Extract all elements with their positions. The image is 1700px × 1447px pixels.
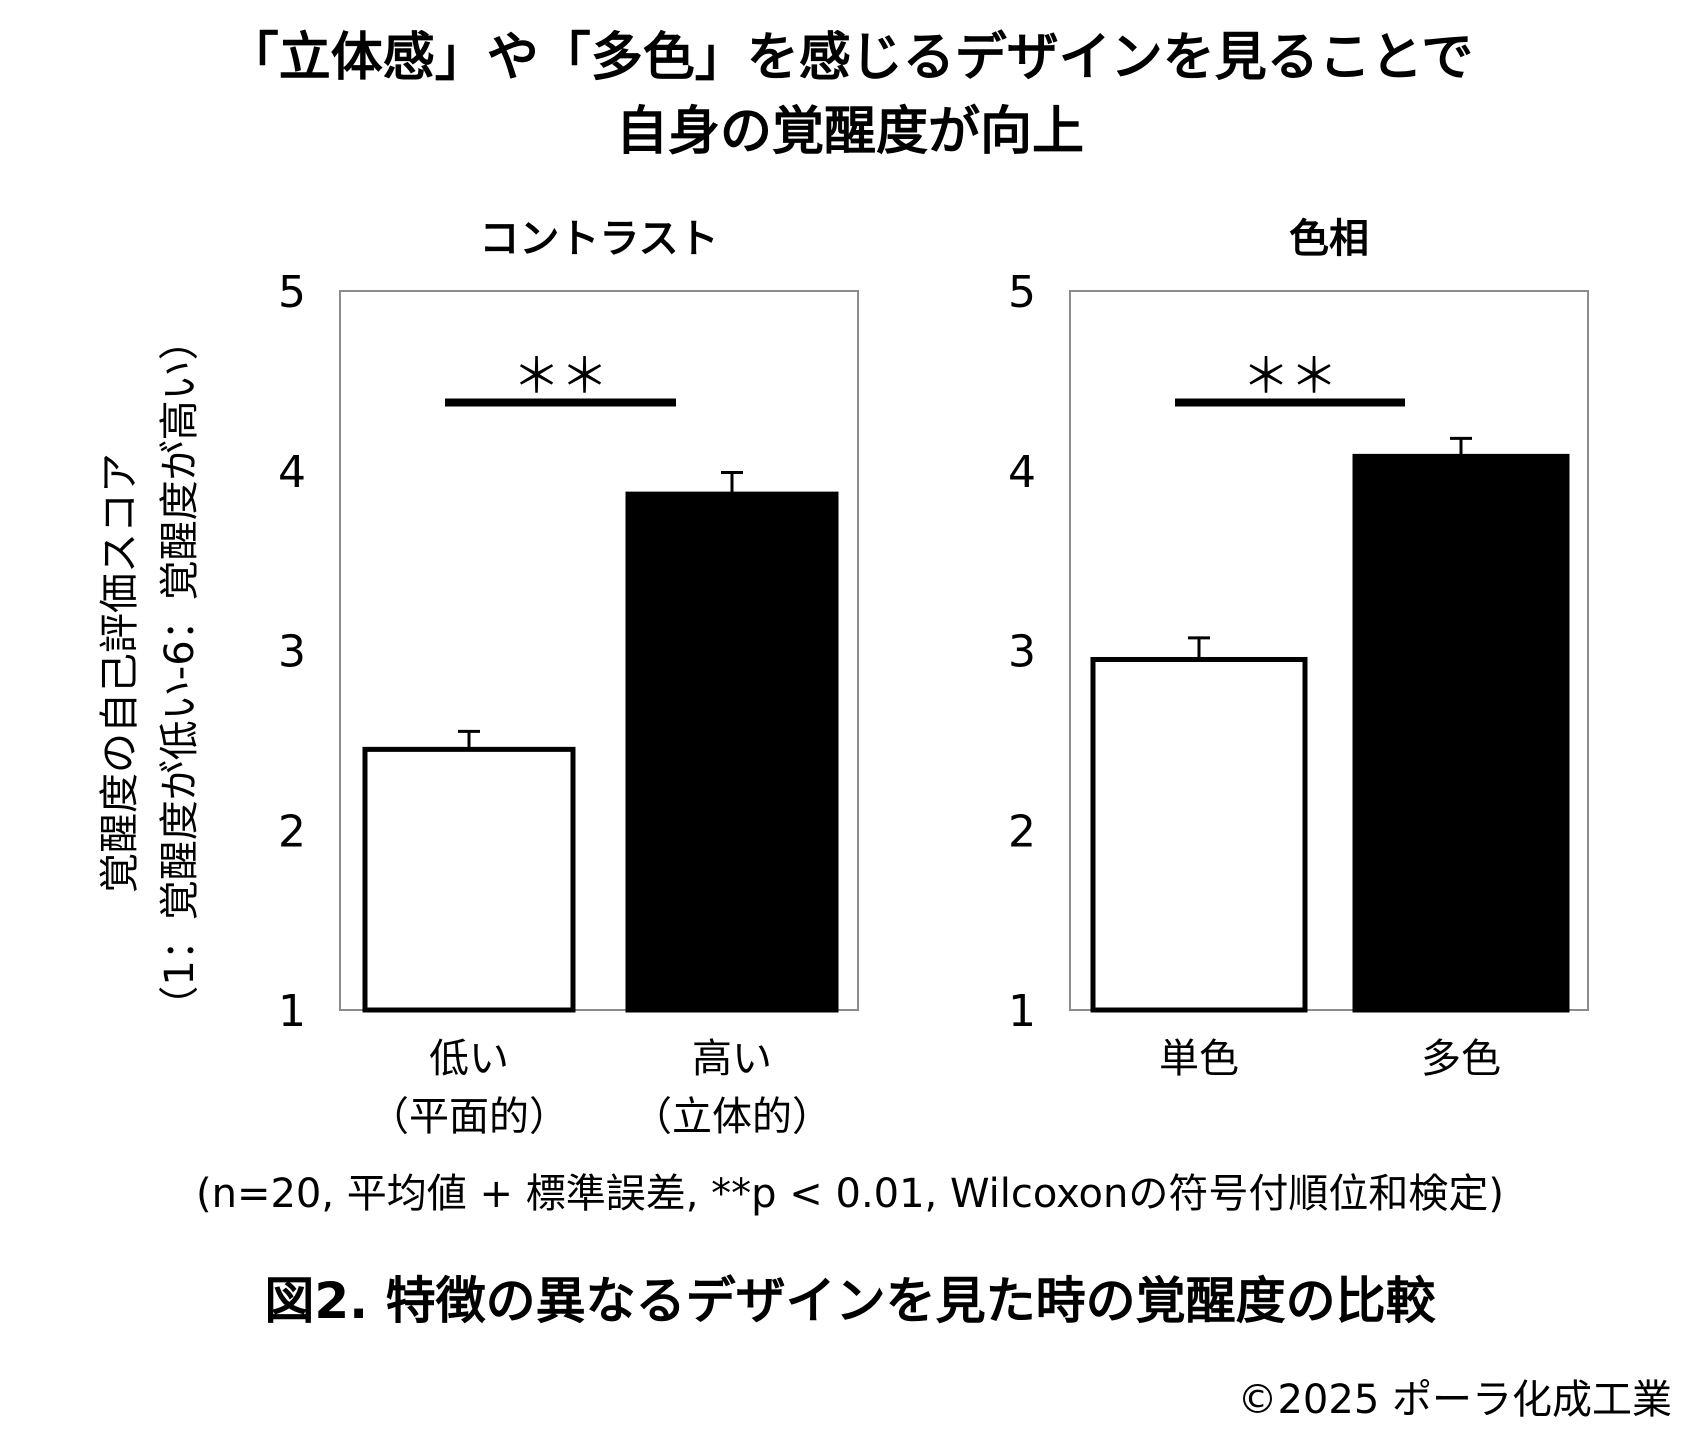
- y-tick-label: 3: [1008, 627, 1036, 678]
- y-tick-label: 2: [1008, 806, 1036, 857]
- bar: [1352, 453, 1570, 1013]
- x-tick-label: 高い: [692, 1036, 772, 1082]
- y-tick-label: 1: [1008, 986, 1036, 1037]
- bar: [625, 491, 839, 1013]
- y-tick-label: 1: [278, 986, 306, 1037]
- plot-frame-1: [339, 290, 859, 1011]
- x-tick-label: 多色: [1421, 1036, 1501, 1082]
- statistics-note: (n=20, 平均値 + 標準誤差, **p < 0.01, Wilcoxonの…: [195, 1171, 1504, 1217]
- bar: [362, 746, 576, 1013]
- y-tick-label: 3: [278, 627, 306, 678]
- bar: [1090, 656, 1308, 1013]
- significance-marker: ＊＊: [1242, 348, 1338, 404]
- x-tick-label: 単色: [1159, 1036, 1239, 1082]
- copyright-notice: ©2025 ポーラ化成工業: [1237, 1377, 1672, 1423]
- chart-title-line-2: 自身の覚醒度が向上: [615, 102, 1084, 162]
- x-tick-label: 低い: [429, 1036, 509, 1082]
- plot-frame-2: [1069, 290, 1589, 1011]
- chart-title-line-1: 「立体感」や「多色」を感じるデザインを見ることで: [226, 28, 1474, 88]
- x-tick-label: （立体的）: [632, 1094, 832, 1140]
- y-tick-label: 5: [278, 267, 306, 318]
- panel-title-1: コントラスト: [479, 216, 718, 262]
- x-tick-label: （平面的）: [369, 1094, 569, 1140]
- figure-caption: 図2. 特徴の異なるデザインを見た時の覚醒度の比較: [264, 1272, 1436, 1330]
- y-tick-label: 4: [278, 447, 306, 498]
- significance-marker: ＊＊: [512, 348, 608, 404]
- panel-title-2: 色相: [1289, 216, 1369, 262]
- y-tick-label: 5: [1008, 267, 1036, 318]
- y-tick-label: 2: [278, 806, 306, 857]
- bar-charts: コントラスト 1 2 3 4 5 低い （平面的） 高い （立体的） ＊＊ 色相 1 2 3 4 5 単色 多色 ＊＊: [278, 216, 1589, 1140]
- y-tick-label: 4: [1008, 447, 1036, 498]
